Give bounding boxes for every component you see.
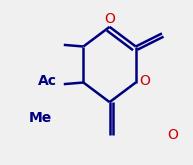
Text: Ac: Ac — [38, 74, 57, 88]
Text: O: O — [104, 12, 115, 26]
Text: O: O — [139, 74, 150, 88]
Text: O: O — [167, 128, 178, 142]
Text: Me: Me — [29, 112, 52, 126]
